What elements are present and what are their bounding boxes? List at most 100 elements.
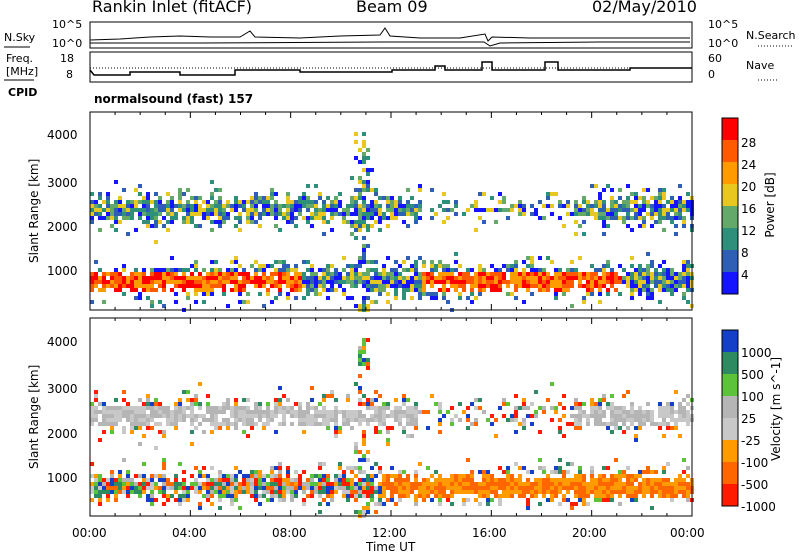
velocity-cell [102,414,106,418]
velocity-cell [682,470,686,474]
velocity-cell [166,482,170,486]
velocity-cell [662,434,666,438]
velocity-cell [530,490,534,494]
velocity-cell [274,486,278,490]
velocity-cell [514,406,518,410]
velocity-cell [670,494,674,498]
power-cell [210,196,214,200]
velocity-cell [374,430,378,434]
velocity-cell [666,410,670,414]
velocity-cell [122,478,126,482]
velocity-cell [670,426,674,430]
velocity-cell [330,394,334,398]
power-cell [178,188,182,192]
velocity-cell [682,490,686,494]
velocity-cell [358,466,362,470]
velocity-cell [386,486,390,490]
velocity-cell [142,418,146,422]
power-cell [106,200,110,204]
velocity-heatmap [90,338,694,518]
velocity-cell [670,498,674,502]
velocity-cell [366,358,370,362]
power-cell [442,268,446,272]
velocity-cell [386,430,390,434]
power-cell [250,280,254,284]
velocity-cell [246,434,250,438]
power-cell [562,276,566,280]
power-cell [650,264,654,268]
velocity-cell [538,406,542,410]
power-cell [482,208,486,212]
velocity-cell [350,482,354,486]
velocity-cell [606,422,610,426]
velocity-cell [194,418,198,422]
power-cell [362,244,366,248]
velocity-cell [342,494,346,498]
velocity-cell [382,486,386,490]
velocity-cell [206,410,210,414]
power-cell [102,288,106,292]
power-cell [186,292,190,296]
velocity-cell [538,486,542,490]
power-cell [618,292,622,296]
velocity-cell [166,478,170,482]
power-cell [566,200,570,204]
power-cell [670,272,674,276]
velocity-cell [422,490,426,494]
velocity-cell [250,426,254,430]
power-cell [646,292,650,296]
power-cell [142,268,146,272]
velocity-cell [322,422,326,426]
power-cell [602,220,606,224]
velocity-cell [106,422,110,426]
velocity-cell [398,414,402,418]
velocity-cell [510,418,514,422]
power-cell [502,208,506,212]
velocity-cell [546,490,550,494]
velocity-cell [458,482,462,486]
velocity-cell [458,474,462,478]
power-cell [178,268,182,272]
velocity-cell [670,418,674,422]
velocity-cell [222,422,226,426]
power-cell [482,280,486,284]
velocity-cell [634,498,638,502]
power-cell [390,200,394,204]
power-cell [278,212,282,216]
power-cell [310,284,314,288]
velocity-cell [334,406,338,410]
velocity-cell [222,490,226,494]
power-cell [558,280,562,284]
velocity-cell [506,494,510,498]
power-cell [398,204,402,208]
velocity-cell [510,490,514,494]
power-cell [686,284,690,288]
power-ylabel: Slant Range [km] [27,158,41,263]
velocity-cell [406,406,410,410]
velocity-cell [534,486,538,490]
velocity-cell [334,426,338,430]
power-cell [574,268,578,272]
power-cell [614,288,618,292]
velocity-cell [170,410,174,414]
power-cell [142,284,146,288]
velocity-cell [274,398,278,402]
power-cell [314,204,318,208]
velocity-cell [678,434,682,438]
power-cell [586,284,590,288]
velocity-cell [94,394,98,398]
power-cell [318,268,322,272]
velocity-cell [550,486,554,490]
power-cell [362,300,366,304]
power-cell [418,256,422,260]
velocity-cell [186,390,190,394]
velocity-cell [462,410,466,414]
power-cell [146,208,150,212]
velocity-cell [158,406,162,410]
velocity-cell [326,490,330,494]
velocity-cell [190,422,194,426]
power-cell [658,208,662,212]
velocity-cell [450,474,454,478]
power-cell [530,256,534,260]
velocity-cell [550,382,554,386]
